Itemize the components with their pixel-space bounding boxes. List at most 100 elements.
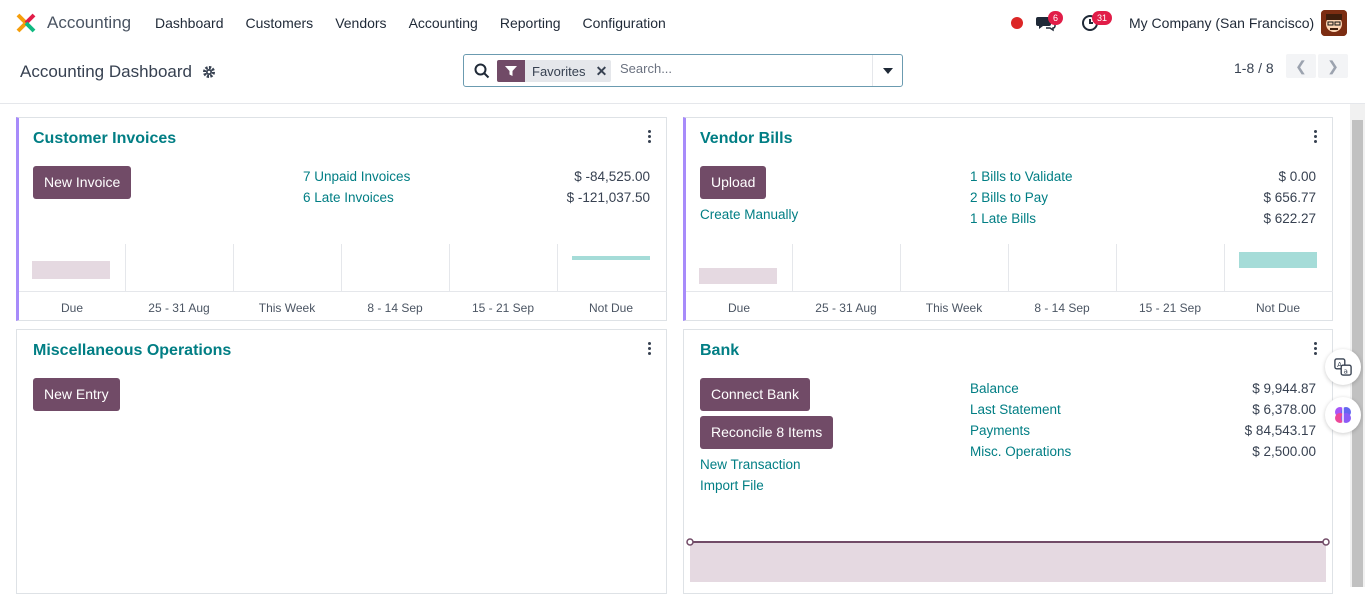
misc-operations-card: Miscellaneous Operations New Entry — [16, 329, 667, 594]
menu-vendors[interactable]: Vendors — [335, 15, 387, 31]
chart-gridline — [900, 244, 901, 291]
late-invoices-amount: $ -121,037.50 — [566, 190, 650, 205]
caret-down-icon — [882, 67, 893, 74]
chart-point — [686, 538, 694, 546]
chart-bar-not-due — [1239, 252, 1317, 268]
kebab-menu-icon[interactable] — [1314, 342, 1318, 356]
chart-label: Not Due — [588, 301, 634, 315]
search-input[interactable] — [620, 61, 870, 76]
late-bills-link[interactable]: 1 Late Bills — [970, 211, 1037, 226]
chart-gridline — [341, 244, 342, 291]
bills-to-pay-link[interactable]: 2 Bills to Pay — [970, 190, 1049, 205]
kebab-menu-icon[interactable] — [648, 342, 652, 356]
gear-icon[interactable] — [202, 65, 216, 79]
pager-next-button[interactable]: ❯ — [1318, 54, 1348, 78]
payments-link[interactable]: Payments — [970, 423, 1031, 438]
chart-gridline — [233, 244, 234, 291]
activity-count-badge: 31 — [1092, 11, 1113, 25]
create-manually-link[interactable]: Create Manually — [700, 207, 799, 222]
chart-label: 25 - 31 Aug — [815, 301, 877, 315]
menu-reporting[interactable]: Reporting — [499, 15, 561, 31]
upload-button[interactable]: Upload — [700, 166, 767, 199]
control-panel: Accounting Dashboard Favorites ✕ 1-8 / 8… — [0, 46, 1365, 104]
connect-bank-button[interactable]: Connect Bank — [700, 378, 810, 411]
pager-previous-button[interactable]: ❮ — [1286, 54, 1316, 78]
menu-accounting[interactable]: Accounting — [408, 15, 478, 31]
card-title[interactable]: Vendor Bills — [700, 130, 793, 147]
favorites-facet: Favorites ✕ — [497, 60, 612, 82]
search-bar: Favorites ✕ — [463, 54, 903, 87]
misc-operations-link[interactable]: Misc. Operations — [970, 444, 1072, 459]
bills-aging-chart[interactable]: Due 25 - 31 Aug This Week 8 - 14 Sep 15 … — [686, 244, 1333, 322]
chart-area-fill — [690, 542, 1326, 582]
new-invoice-button[interactable]: New Invoice — [33, 166, 132, 199]
chart-label: 15 - 21 Sep — [471, 301, 535, 315]
late-invoices-link[interactable]: 6 Late Invoices — [303, 190, 394, 205]
user-avatar[interactable] — [1321, 10, 1347, 36]
last-statement-amount: $ 6,378.00 — [1252, 402, 1316, 417]
chart-label: 8 - 14 Sep — [367, 301, 423, 315]
bills-to-pay-amount: $ 656.77 — [1263, 190, 1316, 205]
bills-to-validate-link[interactable]: 1 Bills to Validate — [970, 169, 1073, 184]
company-switcher[interactable]: My Company (San Francisco) — [1129, 15, 1315, 31]
chart-gridline — [1224, 244, 1225, 291]
vendor-bills-card: Vendor Bills Upload Create Manually 1 Bi… — [683, 117, 1333, 321]
chart-gridline — [557, 244, 558, 291]
chart-bar-due — [32, 261, 110, 279]
translate-button[interactable]: A a — [1325, 349, 1361, 385]
menu-customers[interactable]: Customers — [245, 15, 314, 31]
brain-icon — [1335, 407, 1351, 423]
search-icon[interactable] — [474, 63, 490, 79]
chart-gridline — [1008, 244, 1009, 291]
unpaid-invoices-link[interactable]: 7 Unpaid Invoices — [303, 169, 411, 184]
unpaid-invoices-amount: $ -84,525.00 — [574, 169, 650, 184]
pager-value[interactable]: 1-8 / 8 — [1234, 60, 1274, 76]
search-options-toggle[interactable] — [872, 55, 902, 86]
scrollbar-thumb[interactable] — [1352, 120, 1363, 587]
menu-dashboard[interactable]: Dashboard — [155, 15, 224, 31]
ai-assistant-button[interactable] — [1325, 397, 1361, 433]
app-title[interactable]: Accounting — [47, 13, 132, 32]
chart-label: Due — [60, 301, 83, 315]
balance-amount: $ 9,944.87 — [1252, 381, 1316, 396]
chart-label: 15 - 21 Sep — [1138, 301, 1202, 315]
card-title[interactable]: Customer Invoices — [33, 130, 177, 147]
chat-count-badge: 6 — [1048, 11, 1064, 25]
balance-link[interactable]: Balance — [970, 381, 1019, 396]
chart-label: 25 - 31 Aug — [148, 301, 210, 315]
red-dot-icon[interactable] — [1011, 17, 1023, 29]
bank-balance-chart[interactable] — [684, 530, 1332, 590]
scrollbar[interactable] — [1350, 104, 1365, 587]
svg-text:A: A — [1337, 360, 1342, 369]
kebab-menu-icon[interactable] — [648, 130, 652, 144]
menu-configuration[interactable]: Configuration — [582, 15, 666, 31]
chevron-left-icon: ❮ — [1295, 57, 1307, 74]
invoices-aging-chart[interactable]: Due 25 - 31 Aug This Week 8 - 14 Sep 15 … — [19, 244, 667, 322]
import-file-link[interactable]: Import File — [700, 478, 764, 493]
new-transaction-link[interactable]: New Transaction — [700, 457, 801, 472]
misc-operations-amount: $ 2,500.00 — [1252, 444, 1316, 459]
kebab-menu-icon[interactable] — [1314, 130, 1318, 144]
card-title[interactable]: Bank — [700, 342, 740, 359]
top-navbar: Accounting Dashboard Customers Vendors A… — [0, 0, 1365, 46]
chart-bar-due — [699, 268, 777, 284]
svg-text:a: a — [1343, 366, 1347, 375]
bills-to-validate-amount: $ 0.00 — [1278, 169, 1316, 184]
bank-card: Bank Connect Bank Reconcile 8 Items New … — [683, 329, 1333, 594]
chart-gridline — [449, 244, 450, 291]
new-entry-button[interactable]: New Entry — [33, 378, 120, 411]
last-statement-link[interactable]: Last Statement — [970, 402, 1061, 417]
accounting-app-icon[interactable] — [15, 12, 37, 34]
chart-gridline — [792, 244, 793, 291]
card-title[interactable]: Miscellaneous Operations — [33, 342, 232, 359]
chart-bar-not-due — [572, 256, 650, 260]
filter-icon — [497, 60, 525, 82]
chart-label: 8 - 14 Sep — [1034, 301, 1090, 315]
chart-gridline — [125, 244, 126, 291]
chart-label: This Week — [925, 301, 983, 315]
customer-invoices-card: Customer Invoices New Invoice 7 Unpaid I… — [16, 117, 667, 321]
page-title: Accounting Dashboard — [20, 62, 193, 81]
close-icon[interactable]: ✕ — [595, 62, 608, 79]
chart-baseline — [686, 291, 1333, 292]
reconcile-items-button[interactable]: Reconcile 8 Items — [700, 416, 834, 449]
